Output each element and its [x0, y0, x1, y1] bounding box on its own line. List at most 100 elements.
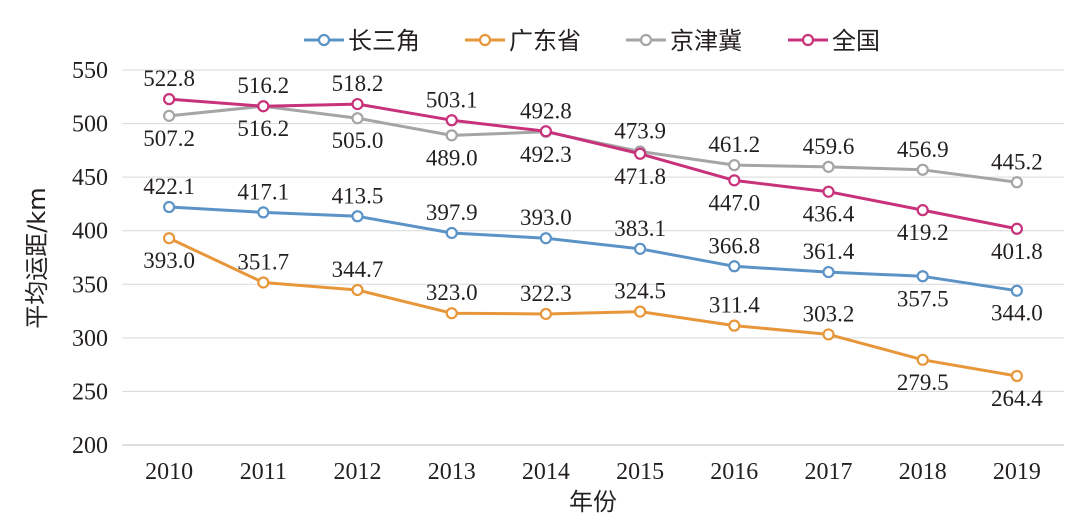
data-label: 393.0 [143, 248, 195, 273]
legend-marker [317, 33, 331, 47]
data-point [916, 163, 929, 176]
data-label: 447.0 [708, 190, 760, 215]
data-point [163, 232, 176, 245]
data-point [163, 109, 176, 122]
data-point [351, 283, 364, 297]
data-point [728, 319, 741, 332]
legend-marker [639, 33, 653, 47]
data-label: 503.1 [426, 87, 478, 112]
x-tick-label: 2013 [428, 459, 476, 485]
data-label: 383.1 [614, 216, 666, 241]
data-label: 492.3 [520, 142, 572, 167]
legend-marker [801, 33, 815, 47]
data-point [539, 232, 553, 245]
x-axis-title: 年份 [569, 488, 617, 516]
y-tick-label: 450 [72, 165, 108, 191]
data-label: 323.0 [426, 280, 478, 305]
legend-item: 长三角 [304, 27, 420, 55]
data-label: 456.9 [897, 137, 949, 162]
data-label: 518.2 [332, 71, 384, 96]
data-label: 361.4 [803, 239, 855, 264]
series-lines [163, 93, 1024, 383]
data-point [445, 226, 458, 240]
data-label: 492.8 [520, 98, 572, 123]
data-label: 303.2 [803, 301, 855, 326]
data-point [822, 185, 835, 198]
data-label: 324.5 [614, 279, 666, 304]
y-tick-label: 200 [72, 433, 108, 459]
data-point [728, 159, 741, 172]
data-label: 344.0 [991, 301, 1043, 326]
data-point [257, 276, 270, 289]
data-point [728, 260, 741, 273]
data-label: 522.8 [143, 66, 195, 91]
data-point [916, 353, 929, 366]
data-label: 279.5 [897, 370, 949, 395]
data-labels: 422.1 417.1 413.5 397.9 393.0 383.1 366.8 361.4… [143, 66, 1043, 411]
data-label: 397.9 [426, 200, 478, 225]
data-label: 445.2 [991, 149, 1043, 174]
y-tick-label: 550 [72, 58, 108, 84]
data-point [1010, 222, 1024, 235]
x-tick-label: 2015 [616, 459, 664, 485]
legend-item: 京津冀 [626, 27, 742, 55]
x-axis-ticks: 2010 2011 2012 2013 2014 2015 2016 2017 2018 2019 [145, 459, 1041, 485]
data-point [916, 270, 929, 283]
data-point [539, 307, 553, 321]
data-label: 366.8 [708, 233, 760, 258]
x-tick-label: 2010 [145, 459, 193, 485]
data-label: 507.2 [143, 126, 195, 151]
legend-label: 京津冀 [670, 27, 742, 55]
data-point [351, 97, 364, 111]
y-axis-ticks: 200 250 300 350 400 450 500 550 [72, 58, 108, 459]
data-label: 516.2 [237, 116, 289, 141]
data-label: 311.4 [709, 293, 760, 318]
data-point [445, 114, 458, 127]
data-point [1010, 284, 1024, 297]
legend-label: 长三角 [348, 27, 420, 55]
y-tick-label: 500 [72, 112, 108, 138]
x-tick-label: 2018 [899, 459, 947, 485]
data-point [633, 242, 647, 255]
data-point [445, 129, 458, 142]
data-label: 459.6 [803, 134, 855, 159]
legend-item: 广东省 [465, 27, 581, 55]
y-tick-label: 300 [72, 326, 108, 352]
data-point [163, 93, 176, 106]
data-point [351, 210, 364, 223]
data-point [539, 125, 553, 138]
x-tick-label: 2016 [710, 459, 758, 485]
data-label: 401.8 [991, 239, 1043, 264]
data-point [257, 206, 270, 219]
data-label: 471.8 [614, 164, 666, 189]
y-axis-title: 平均运距/km [23, 187, 51, 328]
data-label: 264.4 [991, 386, 1043, 411]
data-label: 461.2 [708, 132, 760, 157]
data-point [633, 305, 647, 318]
data-point [822, 160, 835, 173]
data-point [822, 265, 835, 279]
y-tick-label: 400 [72, 219, 108, 245]
legend-label: 全国 [832, 27, 880, 55]
data-label: 344.7 [332, 257, 384, 282]
data-point [916, 204, 929, 217]
data-point [1010, 369, 1024, 383]
data-label: 436.4 [803, 202, 855, 227]
series-line-3 [168, 97, 1018, 231]
legend-label: 广东省 [509, 27, 581, 55]
data-label: 419.2 [897, 220, 949, 245]
data-label: 413.5 [332, 183, 384, 208]
data-label: 489.0 [426, 145, 478, 170]
legend-item: 全国 [788, 27, 880, 55]
data-point [633, 147, 647, 160]
x-tick-label: 2019 [993, 459, 1041, 485]
data-point [257, 100, 270, 113]
data-label: 322.3 [520, 281, 572, 306]
legend: 长三角 广东省 京津冀 全国 [304, 27, 880, 55]
data-label: 516.2 [237, 73, 289, 98]
series-line-1 [168, 236, 1018, 378]
data-point [351, 112, 364, 125]
data-label: 357.5 [897, 286, 949, 311]
data-label: 505.0 [332, 128, 384, 153]
data-label: 351.7 [237, 249, 289, 274]
